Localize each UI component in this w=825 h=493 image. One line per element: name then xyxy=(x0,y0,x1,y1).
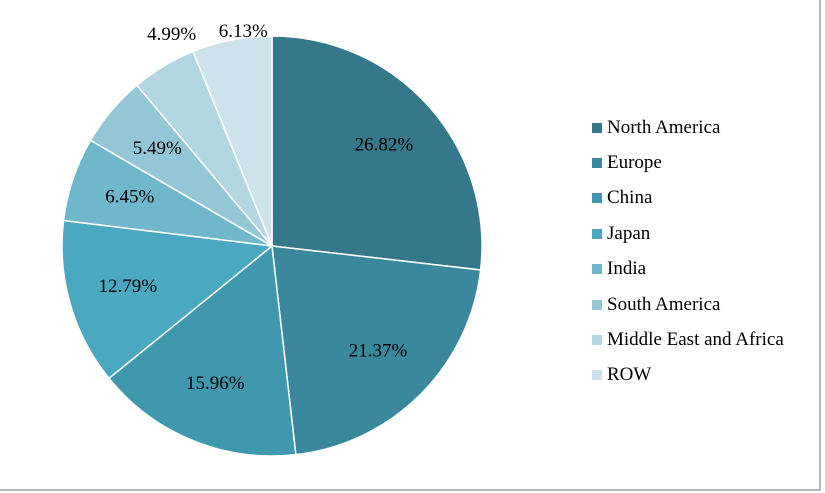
legend-item: South America xyxy=(592,287,784,322)
legend-item: ROW xyxy=(592,358,784,393)
slice-label-row: 6.13% xyxy=(219,21,268,42)
legend-label: Europe xyxy=(607,152,662,174)
legend-swatch xyxy=(592,335,602,346)
legend-label: China xyxy=(607,187,653,209)
legend-item: Japan xyxy=(592,216,784,251)
legend-label: ROW xyxy=(607,364,652,386)
legend-item: India xyxy=(592,252,784,287)
legend-item: Middle East and Africa xyxy=(592,322,784,357)
legend-label: South America xyxy=(607,293,721,315)
slice-label-europe: 21.37% xyxy=(349,340,408,361)
slice-label-north-america: 26.82% xyxy=(355,135,414,156)
slice-label-china: 15.96% xyxy=(186,373,245,394)
legend-swatch xyxy=(592,299,602,310)
slice-label-japan: 12.79% xyxy=(99,276,158,297)
pie-slice-europe xyxy=(271,245,482,456)
slice-label-south-america: 5.49% xyxy=(133,138,182,159)
legend-item: Europe xyxy=(592,145,784,180)
legend-swatch xyxy=(592,193,602,204)
legend: North America Europe China Japan India South … xyxy=(592,110,784,393)
slice-label-india: 6.45% xyxy=(105,187,154,208)
slice-label-middle-east-and-africa: 4.99% xyxy=(147,24,196,45)
legend-item: China xyxy=(592,181,784,216)
legend-item: North America xyxy=(592,110,784,145)
legend-label: India xyxy=(607,258,647,280)
pie-slice-north-america xyxy=(271,35,483,271)
legend-label: Middle East and Africa xyxy=(607,329,784,351)
legend-label: Japan xyxy=(607,222,651,244)
legend-swatch xyxy=(592,122,602,133)
legend-swatch xyxy=(592,264,602,275)
pie-slice-china xyxy=(107,244,297,457)
pie-slice-japan xyxy=(61,219,274,380)
legend-swatch xyxy=(592,228,602,239)
legend-swatch xyxy=(592,158,602,169)
pie-slice-row xyxy=(192,35,273,247)
legend-swatch xyxy=(592,370,602,381)
legend-label: North America xyxy=(607,116,721,138)
